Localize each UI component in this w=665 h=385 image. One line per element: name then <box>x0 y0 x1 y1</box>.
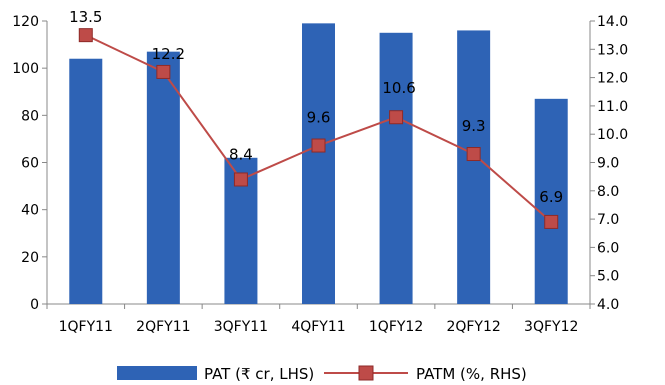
right-tick-label: 6.0 <box>597 240 619 256</box>
pat-bar <box>379 32 413 305</box>
right-tick-label: 8.0 <box>597 184 619 200</box>
chart-legend: PAT (₹ cr, LHS) PATM (%, RHS) <box>117 365 527 383</box>
data-labels: 13.5 12.2 8.4 9.6 10.6 9.3 6.9 <box>69 8 563 206</box>
pat-bar <box>457 30 491 305</box>
right-tick-label: 12.0 <box>597 71 628 87</box>
pat-bar <box>146 51 180 305</box>
pat-bar <box>69 58 103 304</box>
right-tick-label: 10.0 <box>597 127 628 143</box>
patm-data-label: 9.6 <box>307 109 331 127</box>
right-tick-label: 13.0 <box>597 42 628 58</box>
patm-point <box>466 147 481 162</box>
right-tick-label: 5.0 <box>597 269 619 285</box>
x-tick-label: 4QFY11 <box>291 319 345 335</box>
right-tick-label: 4.0 <box>597 297 619 313</box>
patm-point <box>233 172 248 187</box>
left-tick-label: 120 <box>12 14 39 30</box>
patm-point <box>78 28 93 43</box>
x-tick-label: 1QFY11 <box>59 319 113 335</box>
pat-bar <box>302 23 335 304</box>
left-tick-label: 0 <box>30 297 39 313</box>
legend-patm-marker <box>358 365 374 381</box>
pat-bar <box>534 98 568 304</box>
right-tick-label: 11.0 <box>597 99 628 115</box>
right-tick-label: 14.0 <box>597 14 628 30</box>
x-tick-label: 2QFY11 <box>136 319 190 335</box>
patm-point <box>156 64 171 79</box>
left-tick-label: 60 <box>21 156 39 172</box>
chart-axes: 0 20 40 60 80 100 120 4.0 5.0 6.0 7.0 8.0 9.0 10.0 11.… <box>12 14 628 335</box>
patm-data-label: 10.6 <box>382 79 415 97</box>
legend-pat-swatch <box>117 366 197 380</box>
x-tick-label: 2QFY12 <box>446 319 500 335</box>
patm-point <box>544 214 559 229</box>
patm-point <box>311 138 326 153</box>
right-tick-label: 9.0 <box>597 156 619 172</box>
left-tick-label: 20 <box>21 250 39 266</box>
patm-data-label: 12.2 <box>152 45 185 63</box>
pat-bars <box>69 23 568 305</box>
patm-data-label: 13.5 <box>69 8 102 26</box>
left-tick-label: 100 <box>12 61 39 77</box>
left-tick-label: 80 <box>21 108 39 124</box>
left-tick-label: 40 <box>21 203 39 219</box>
x-tick-label: 1QFY12 <box>369 319 423 335</box>
patm-data-label: 6.9 <box>539 188 563 206</box>
patm-point <box>389 110 404 125</box>
right-tick-label: 7.0 <box>597 212 619 228</box>
patm-data-label: 9.3 <box>462 117 486 135</box>
patm-data-label: 8.4 <box>229 145 253 163</box>
x-tick-label: 3QFY11 <box>214 319 268 335</box>
legend-patm-label: PATM (%, RHS) <box>416 365 527 383</box>
legend-pat-label: PAT (₹ cr, LHS) <box>204 365 314 383</box>
patm-line <box>78 28 559 229</box>
x-tick-label: 3QFY12 <box>524 319 578 335</box>
